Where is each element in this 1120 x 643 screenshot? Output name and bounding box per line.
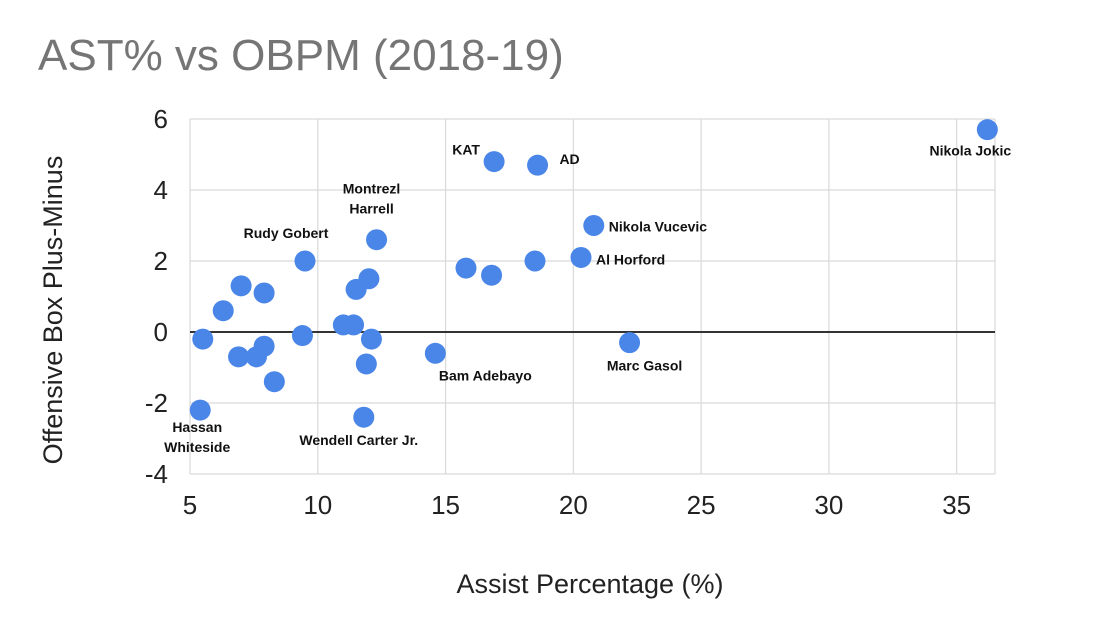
point-label: Montrezl Harrell (343, 181, 401, 217)
x-tick-label: 30 (814, 490, 843, 520)
point-label: AD (559, 151, 579, 167)
x-tick-label: 20 (559, 490, 588, 520)
y-tick-label: 2 (154, 246, 168, 276)
y-tick-label: -4 (145, 459, 168, 489)
data-point (424, 342, 446, 364)
grid (189, 118, 996, 475)
data-point (481, 264, 503, 286)
data-point (455, 257, 477, 279)
data-point (263, 371, 285, 393)
point-label: Hassan Whiteside (164, 419, 230, 455)
data-point (253, 282, 275, 304)
data-point (570, 246, 592, 268)
data-points (189, 119, 998, 428)
point-label: Nikola Vucevic (609, 219, 708, 235)
y-axis-title: Offensive Box Plus-Minus (38, 156, 68, 465)
data-point (366, 229, 388, 251)
data-point (212, 300, 234, 322)
data-point (230, 275, 252, 297)
data-point (345, 278, 367, 300)
data-point (189, 399, 211, 421)
data-point (619, 332, 641, 354)
point-label: Marc Gasol (607, 358, 682, 374)
x-tick-label: 25 (687, 490, 716, 520)
x-tick-label: 15 (431, 490, 460, 520)
x-tick-label: 35 (942, 490, 971, 520)
y-tick-label: 0 (154, 317, 168, 347)
x-axis-title: Assist Percentage (%) (456, 569, 723, 599)
point-label: Bam Adebayo (439, 367, 532, 383)
data-point (527, 154, 549, 176)
x-tick-label: 10 (303, 490, 332, 520)
data-point (976, 119, 998, 141)
data-point (360, 328, 382, 350)
point-label: Rudy Gobert (244, 225, 329, 241)
data-point (353, 406, 375, 428)
data-point (192, 328, 214, 350)
point-label: KAT (452, 142, 480, 158)
data-point (355, 353, 377, 375)
y-tick-label: 4 (154, 175, 168, 205)
data-point (524, 250, 546, 272)
y-tick-label: -2 (145, 388, 168, 418)
x-tick-label: 5 (183, 490, 197, 520)
data-point (294, 250, 316, 272)
y-tick-label: 6 (154, 104, 168, 134)
chart-title: AST% vs OBPM (2018-19) (38, 31, 564, 80)
data-point (245, 346, 267, 368)
data-point (583, 215, 605, 236)
point-label: Nikola Jokic (929, 143, 1011, 159)
point-labels: Nikola Jokic KAT AD Nikola Vucevic Montrezl H… (164, 142, 1011, 456)
data-point (483, 151, 505, 173)
data-point (228, 346, 250, 368)
axes: 5 10 15 20 25 30 35 -4 -2 0 2 4 6 (145, 104, 995, 520)
point-label: Wendell Carter Jr. (299, 432, 418, 448)
data-point (343, 314, 365, 336)
point-label: Al Horford (596, 251, 665, 267)
data-point (291, 325, 313, 347)
